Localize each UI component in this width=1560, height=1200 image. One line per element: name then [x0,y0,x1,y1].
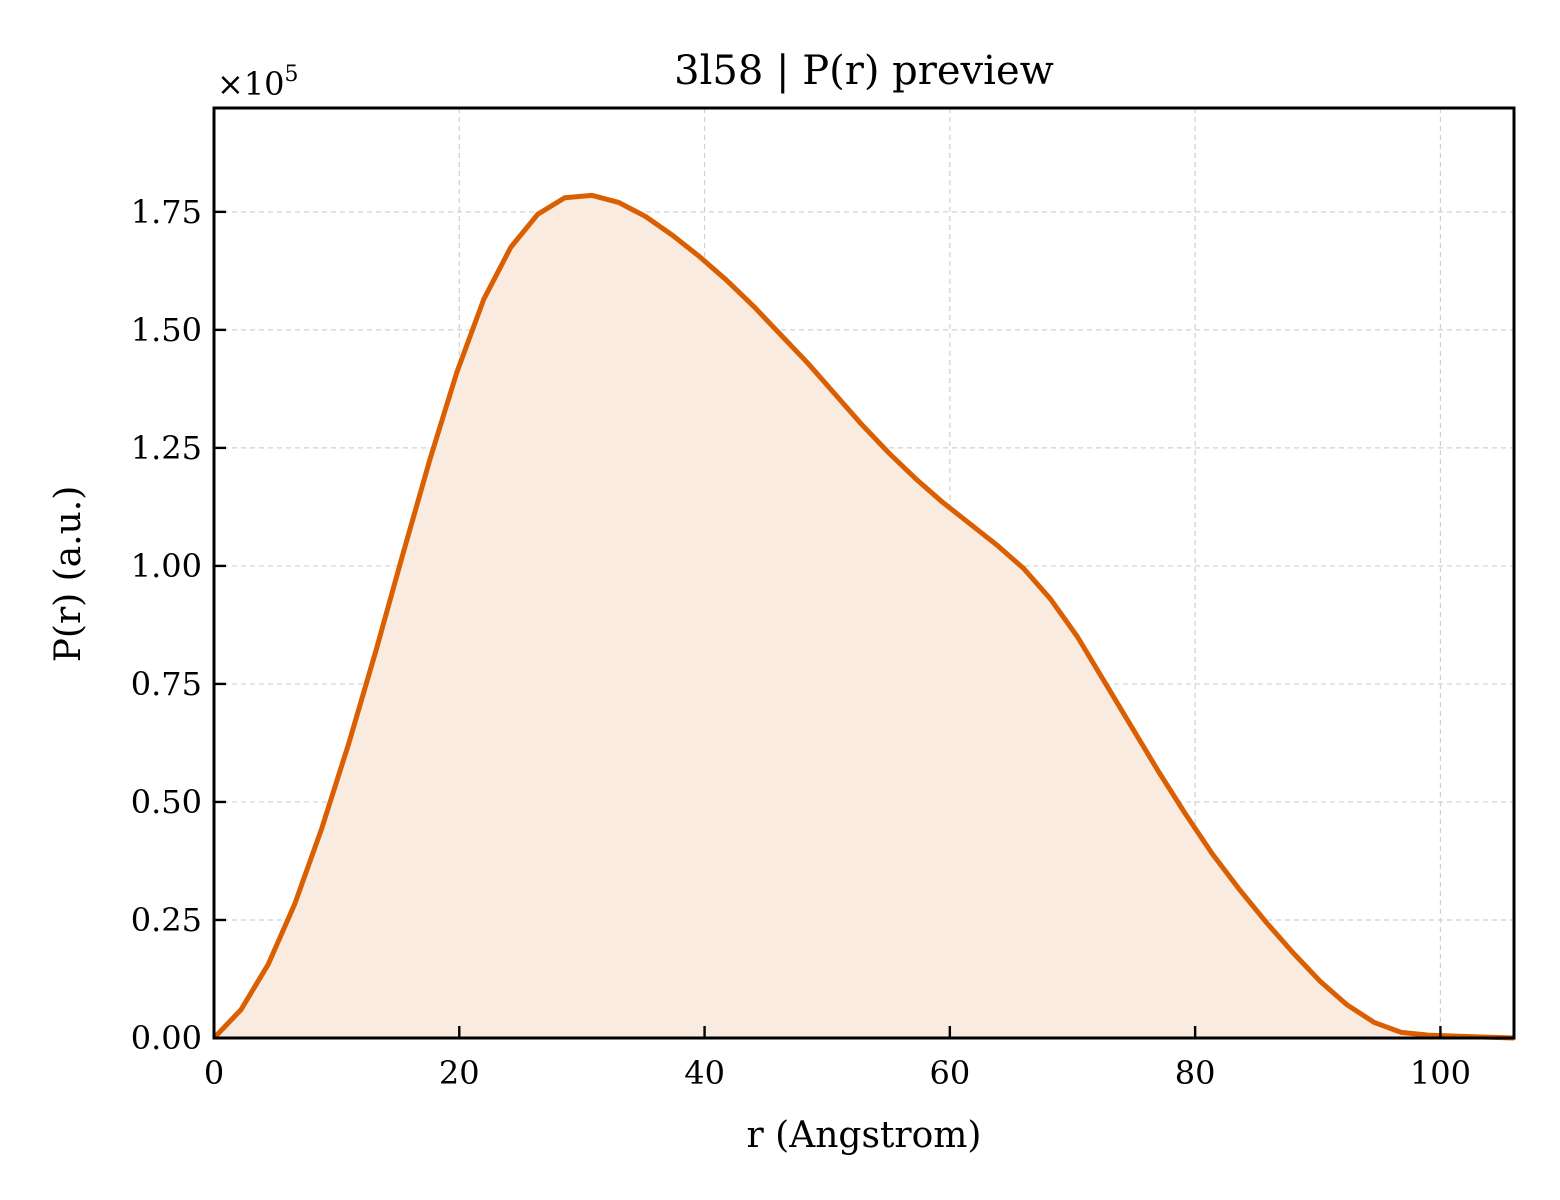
x-tick-label: 80 [1175,1054,1216,1092]
tick-labels: 0 20 40 60 80 100 0.00 0.25 0.50 0.75 1.00 1.25 1.50… [131,193,1471,1092]
y-tick-label: 0.50 [131,783,202,821]
x-tick-label: 40 [684,1054,725,1092]
x-tick-label: 0 [204,1054,224,1092]
y-tick-label: 1.75 [131,193,202,231]
pr-curve-line [212,192,1515,1041]
y-tick-label: 0.00 [131,1019,202,1057]
x-tick-label: 20 [439,1054,480,1092]
pr-area-fill [214,195,1514,1039]
y-tick-label: 1.25 [131,429,202,467]
plot-frame [212,106,1516,1040]
y-scale-multiplier: ×105 [217,62,299,103]
y-axis-label: P(r) (a.u.) [48,486,89,663]
y-tick-label: 1.50 [131,311,202,349]
chart-title: 3l58 | P(r) preview [674,48,1054,94]
y-tick-label: 1.00 [131,547,202,585]
x-axis-label: r (Angstrom) [747,1115,982,1156]
x-tick-label: 60 [929,1054,970,1092]
y-tick-label: 0.75 [131,665,202,703]
y-scale-base: ×10 [217,65,285,103]
y-scale-exponent: 5 [285,62,299,87]
y-tick-label: 0.25 [131,901,202,939]
x-tick-label: 100 [1410,1054,1471,1092]
